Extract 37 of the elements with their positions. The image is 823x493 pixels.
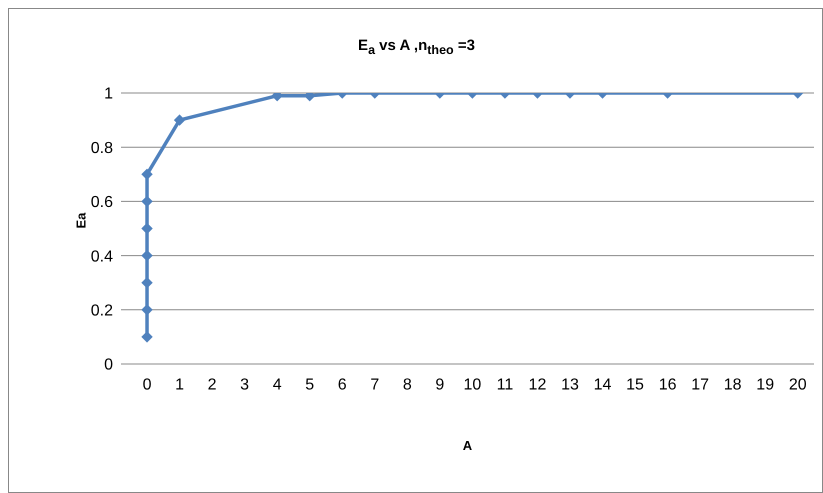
x-tick-label: 4 xyxy=(272,376,282,394)
chart-title: E$_{a}$ vs A ,n$_{theo}$ =3 xyxy=(357,37,476,57)
x-tick-label: 13 xyxy=(561,376,579,394)
x-tick-label: 2 xyxy=(208,376,217,394)
x-tick-label: 20 xyxy=(788,376,807,394)
x-tick-label: 17 xyxy=(691,376,710,394)
point xyxy=(142,196,153,207)
x-axis-title: A xyxy=(462,438,473,453)
x-tick-label: 11 xyxy=(496,376,514,394)
point xyxy=(142,304,153,316)
point xyxy=(142,223,153,234)
x-tick-label: 0 xyxy=(142,376,152,394)
x-tick-label: 14 xyxy=(594,376,612,394)
y-tick-label: 1 xyxy=(104,86,114,103)
x-tick-label: 15 xyxy=(626,376,644,394)
point xyxy=(142,168,153,180)
x-tick-label: 6 xyxy=(338,376,347,394)
x-tick-label: 12 xyxy=(528,376,546,394)
y-tick-label: 0 xyxy=(104,356,114,374)
y-axis-title: Ea xyxy=(74,212,89,228)
point xyxy=(142,250,153,262)
x-tick-label: 8 xyxy=(402,376,412,394)
x-tick-label: 9 xyxy=(435,376,444,394)
point xyxy=(142,277,153,288)
x-tick-label: 18 xyxy=(724,376,742,394)
y-tick-label: 0.4 xyxy=(90,248,114,266)
x-tick-label: 5 xyxy=(305,376,314,394)
x-tick-label: 3 xyxy=(240,376,250,394)
y-tick-label: 0.2 xyxy=(90,302,114,320)
y-tick-label: 0.6 xyxy=(90,194,114,212)
y-tick-label: 0.8 xyxy=(90,140,114,157)
x-tick-label: 7 xyxy=(370,376,380,394)
x-tick-label: 10 xyxy=(463,376,482,394)
x-tick-label: 1 xyxy=(175,376,184,394)
point xyxy=(142,331,153,342)
x-tick-label: 19 xyxy=(756,376,774,394)
x-tick-label: 16 xyxy=(658,376,677,394)
